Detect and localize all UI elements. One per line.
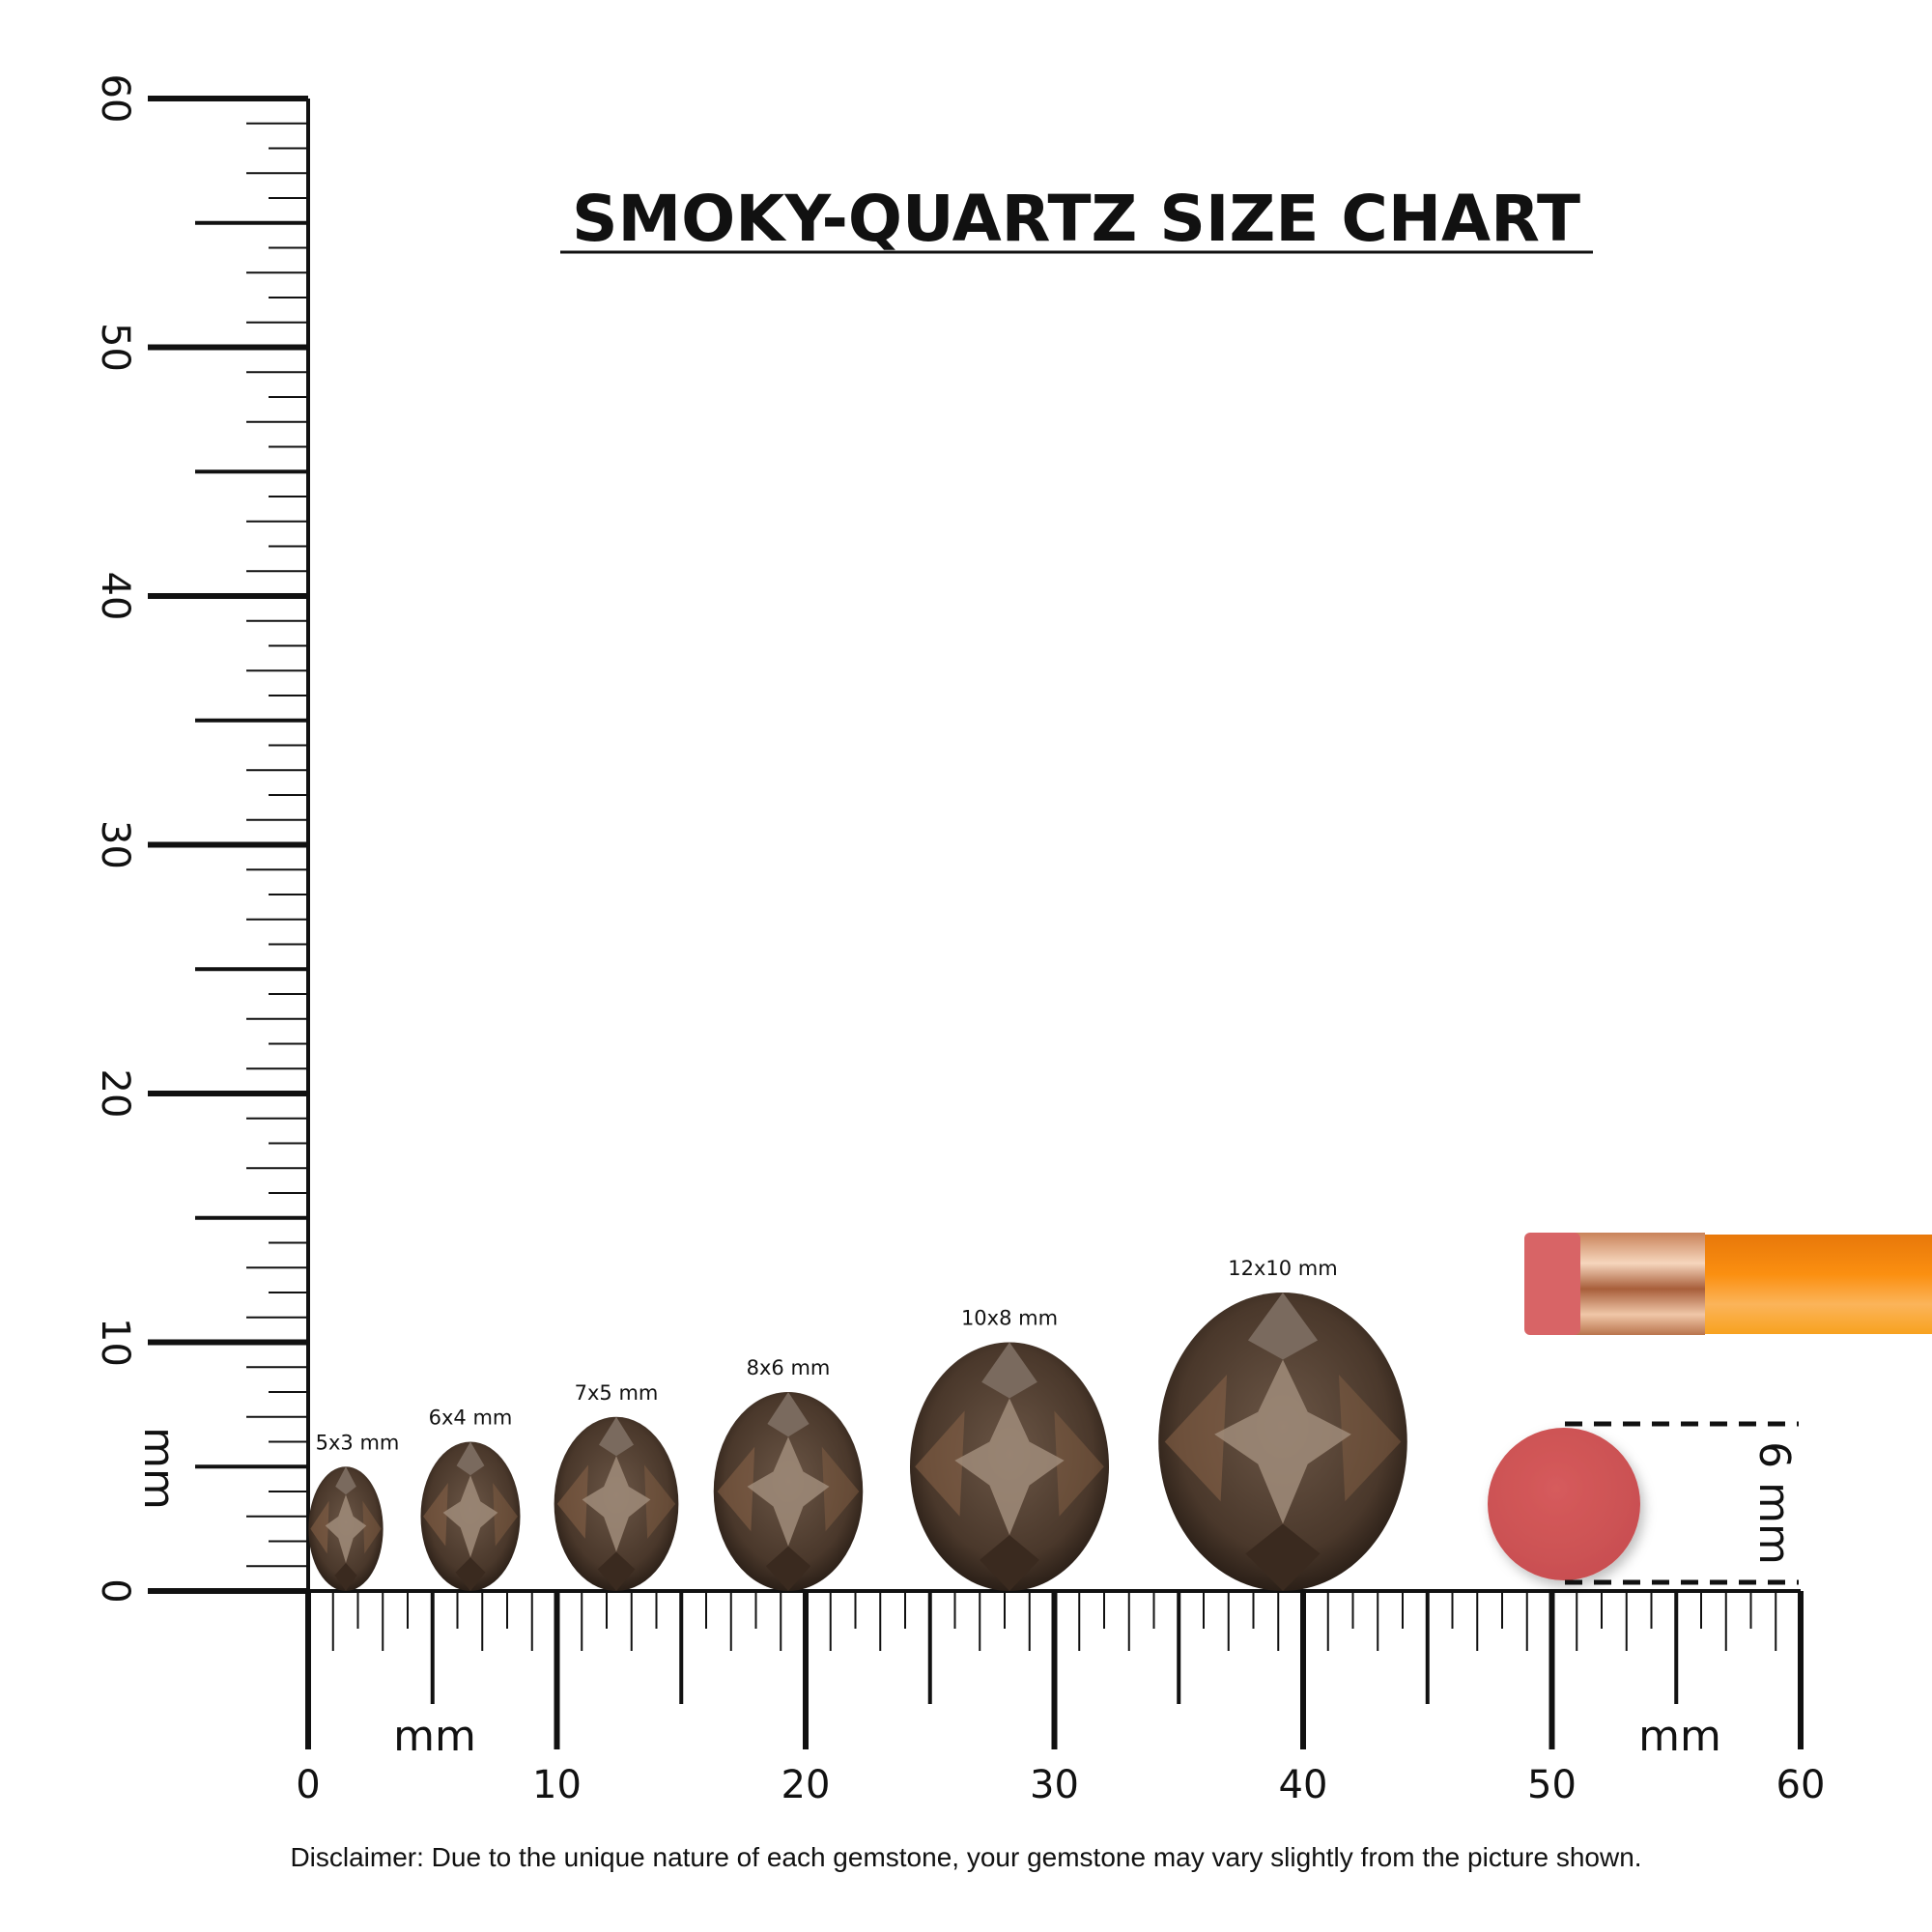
vertical-ruler — [148, 96, 310, 1594]
horizontal-tick-label: 20 — [781, 1763, 831, 1807]
gem-facet — [1245, 1523, 1321, 1591]
gem-facet — [456, 1441, 485, 1476]
vertical-tick-label: 0 — [93, 1578, 137, 1603]
gem-facet — [1164, 1374, 1228, 1502]
gem-facet — [821, 1446, 860, 1532]
gem-facet — [442, 1475, 498, 1558]
gem-size-label: 10x8 mm — [961, 1307, 1058, 1330]
horizontal-tick-label: 50 — [1527, 1763, 1577, 1807]
gem-facet — [954, 1398, 1065, 1536]
gem-7x5mm: 7x5 mm — [554, 1381, 679, 1591]
gem-12x10mm: 12x10 mm — [1158, 1257, 1407, 1591]
pencil-eraser — [1524, 1233, 1580, 1335]
gem-size-label: 6x4 mm — [429, 1406, 513, 1430]
horizontal-unit-label-left: mm — [393, 1712, 476, 1761]
gem-facet — [582, 1456, 651, 1552]
gem-facet — [310, 1500, 329, 1554]
horizontal-tick-label: 0 — [296, 1763, 320, 1807]
horizontal-tick-label: 40 — [1279, 1763, 1328, 1807]
gem-facet — [362, 1500, 382, 1554]
gem-facet — [717, 1446, 755, 1532]
horizontal-ruler-labels: 0 10 20 30 40 50 60 — [296, 1763, 1825, 1807]
gem-size-label: 12x10 mm — [1228, 1257, 1337, 1280]
pencil-image — [1524, 1233, 1932, 1335]
chart-title: SMOKY-QUARTZ SIZE CHART — [572, 182, 1580, 256]
gem-group: 5x3 mm 6x4 mm 7x5 mm 8x6 mm 10x8 mm 12x10 mm — [308, 1257, 1407, 1591]
eraser-reference-circle — [1488, 1428, 1640, 1580]
gem-facet — [915, 1410, 965, 1517]
gem-facet — [334, 1563, 357, 1591]
gem-facet — [598, 1416, 635, 1457]
gem-facet — [643, 1464, 676, 1539]
vertical-tick-label: 10 — [93, 1318, 137, 1367]
gem-facet — [980, 1535, 1039, 1591]
pencil-body — [1700, 1235, 1932, 1334]
gem-facet — [493, 1482, 518, 1547]
gem-size-label: 5x3 mm — [316, 1431, 400, 1454]
gem-10x8mm: 10x8 mm — [910, 1307, 1109, 1591]
gem-facet — [765, 1546, 811, 1591]
gem-6x4mm: 6x4 mm — [420, 1406, 521, 1591]
horizontal-unit-label-right: mm — [1638, 1712, 1721, 1761]
gem-facet — [1247, 1293, 1319, 1360]
gem-5x3mm: 5x3 mm — [308, 1431, 399, 1591]
gem-facet — [1214, 1359, 1351, 1524]
disclaimer: Disclaimer: Due to the unique nature of … — [290, 1842, 1641, 1872]
horizontal-tick-label: 30 — [1030, 1763, 1079, 1807]
gem-8x6mm: 8x6 mm — [713, 1356, 864, 1591]
gem-facet — [423, 1482, 448, 1547]
eraser-size-label: 6 mm — [1749, 1441, 1799, 1565]
gem-facet — [597, 1551, 636, 1591]
gem-facet — [981, 1342, 1037, 1399]
gem-facet — [1054, 1410, 1104, 1517]
gem-facet — [325, 1494, 367, 1564]
gem-facet — [1338, 1374, 1402, 1502]
gem-facet — [335, 1466, 356, 1495]
vertical-unit-label: mm — [134, 1427, 184, 1510]
gem-facet — [767, 1392, 810, 1437]
vertical-tick-label: 20 — [93, 1069, 137, 1119]
gem-size-label: 7x5 mm — [575, 1381, 659, 1405]
pencil-ferrule — [1575, 1233, 1705, 1335]
gem-facet — [556, 1464, 589, 1539]
horizontal-tick-label: 60 — [1776, 1763, 1826, 1807]
gem-facet — [455, 1557, 486, 1591]
gem-size-label: 8x6 mm — [747, 1356, 831, 1379]
vertical-tick-label: 50 — [93, 323, 137, 372]
vertical-ruler-labels: 0 10 20 30 40 50 60 — [93, 74, 137, 1604]
vertical-tick-label: 60 — [93, 74, 137, 124]
gem-facet — [747, 1436, 830, 1547]
vertical-tick-label: 30 — [93, 820, 137, 869]
horizontal-ruler — [305, 1589, 1804, 1749]
vertical-tick-label: 40 — [93, 572, 137, 621]
horizontal-tick-label: 10 — [532, 1763, 582, 1807]
